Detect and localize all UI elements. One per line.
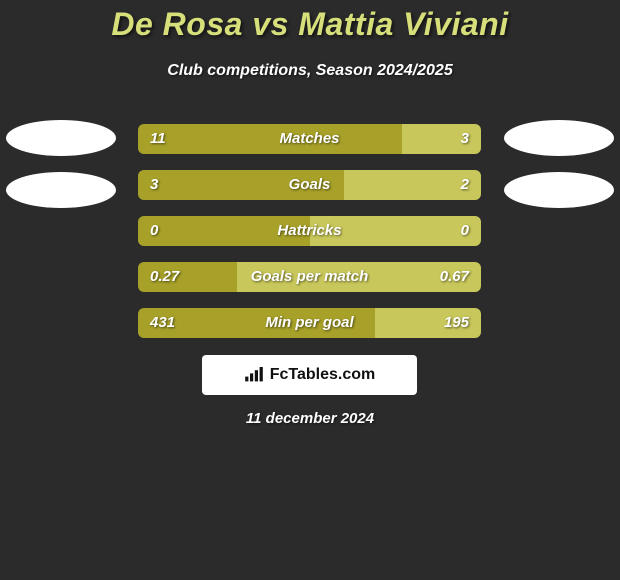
stat-row: 32Goals (138, 170, 481, 200)
page-subtitle: Club competitions, Season 2024/2025 (0, 62, 620, 80)
stat-label: Goals per match (138, 262, 481, 292)
stat-label: Matches (138, 124, 481, 154)
avatar-right (504, 172, 614, 208)
stat-row: 431195Min per goal (138, 308, 481, 338)
avatar-left (6, 172, 116, 208)
avatar-left (6, 120, 116, 156)
stat-row: 00Hattricks (138, 216, 481, 246)
page-title: De Rosa vs Mattia Viviani (0, 6, 620, 43)
stat-row: 113Matches (138, 124, 481, 154)
brand-text: FcTables.com (270, 366, 376, 384)
stat-label: Hattricks (138, 216, 481, 246)
bar-chart-icon (244, 367, 264, 383)
stat-row: 0.270.67Goals per match (138, 262, 481, 292)
stat-label: Min per goal (138, 308, 481, 338)
brand-badge: FcTables.com (202, 355, 417, 395)
avatar-right (504, 120, 614, 156)
footer-date: 11 december 2024 (0, 410, 620, 427)
stat-label: Goals (138, 170, 481, 200)
